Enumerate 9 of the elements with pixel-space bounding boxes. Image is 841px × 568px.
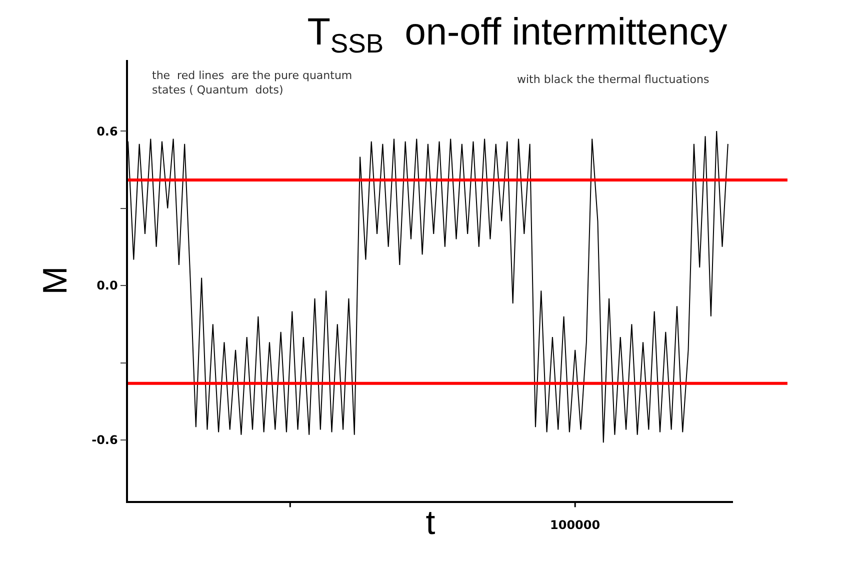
y-tick-label: -0.6 (92, 433, 118, 448)
y-axis-title: M (36, 266, 75, 295)
text: 100000 (550, 518, 600, 532)
annotation: the red lines are the pure quantum states ( Quantum dots) (152, 69, 352, 96)
x-axis-title: t (426, 504, 436, 542)
annotation: with black the thermal fluctuations (517, 73, 710, 86)
chart-title: T$_{SSB}$ on-off intermittency (307, 12, 728, 59)
y-tick-label: 0.6 (96, 124, 118, 138)
y-tick-label: 0.0 (96, 278, 118, 293)
